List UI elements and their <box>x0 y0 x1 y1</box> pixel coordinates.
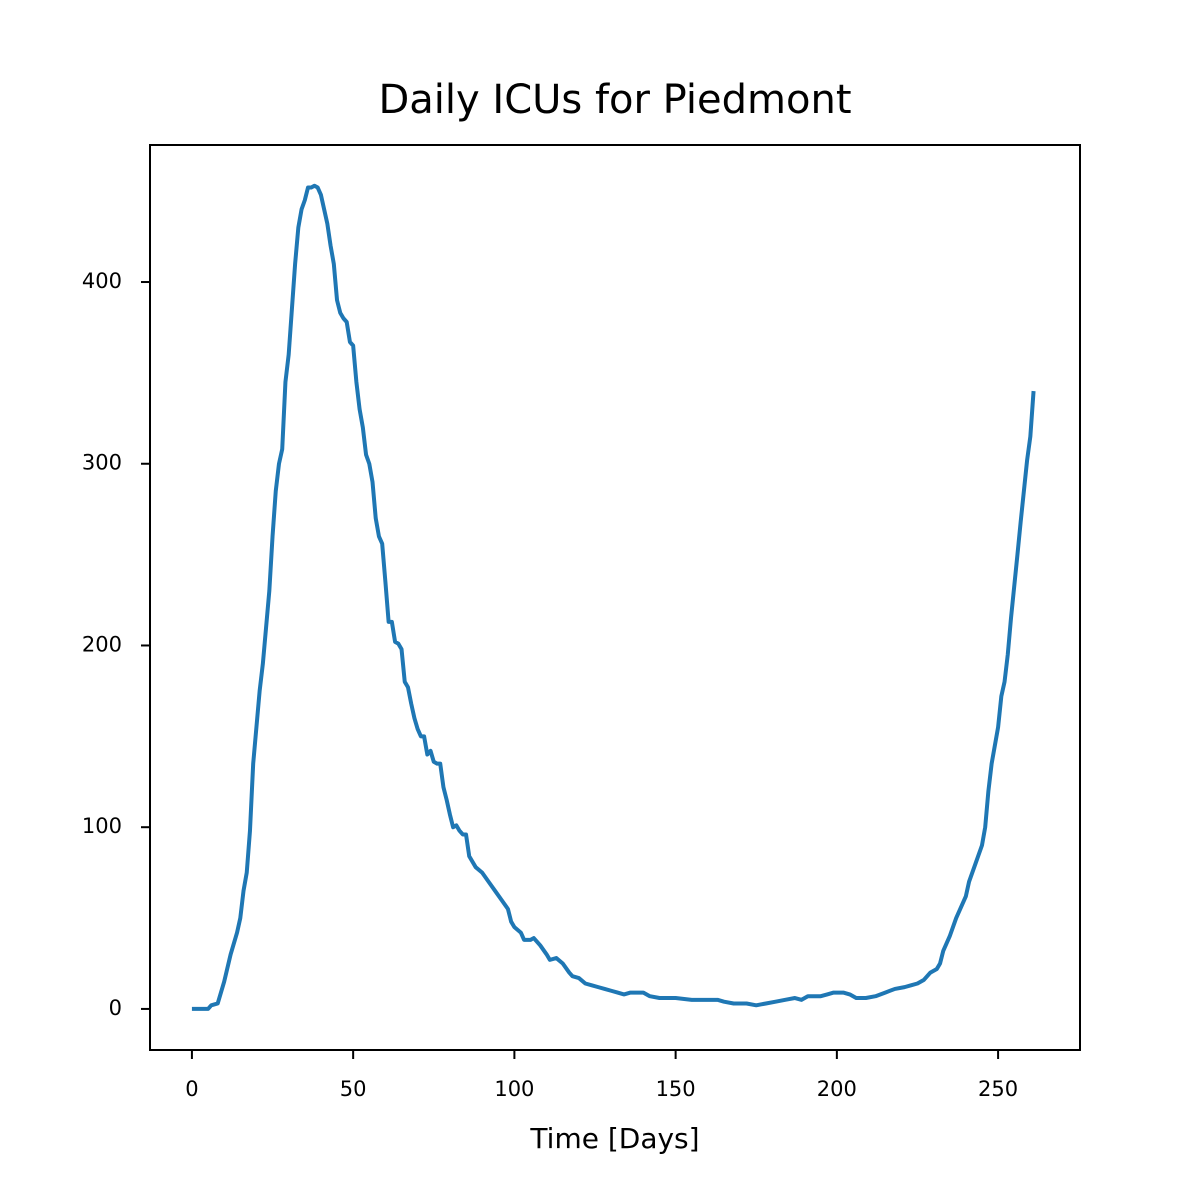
x-tick-label: 250 <box>978 1077 1018 1101</box>
chart-title: Daily ICUs for Piedmont <box>378 77 851 123</box>
x-tick-label: 150 <box>656 1077 696 1101</box>
x-tick-label: 100 <box>494 1077 534 1101</box>
data-line <box>191 183 1036 1011</box>
y-tick-label: 400 <box>82 269 122 293</box>
y-tick-label: 100 <box>82 814 122 838</box>
plot-frame <box>149 144 1081 1051</box>
y-tick-label: 200 <box>82 632 122 656</box>
y-tick-label: 0 <box>109 996 122 1020</box>
x-tick-label: 50 <box>340 1077 367 1101</box>
y-tick-label: 300 <box>82 451 122 475</box>
x-tick-label: 0 <box>185 1077 198 1101</box>
x-axis-label: Time [Days] <box>529 1122 699 1155</box>
x-tick-label: 200 <box>817 1077 857 1101</box>
